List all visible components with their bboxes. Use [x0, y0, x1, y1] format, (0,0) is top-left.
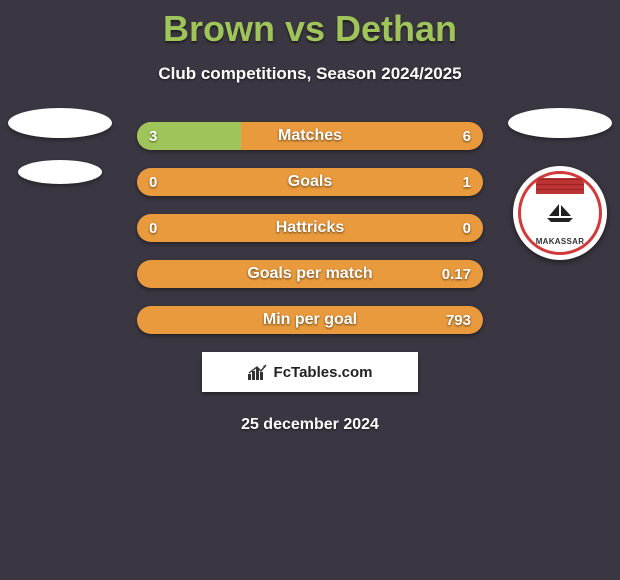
- stat-label: Matches: [137, 122, 483, 150]
- stat-label: Goals per match: [137, 260, 483, 288]
- club-badge-placeholder: [508, 108, 612, 138]
- date: 25 december 2024: [0, 416, 620, 434]
- stat-row: Goals0 1: [137, 168, 483, 196]
- club-badge-placeholder: [8, 108, 112, 138]
- right-badge-column: MAKASSAR: [508, 108, 612, 288]
- stat-label: Hattricks: [137, 214, 483, 242]
- ship-icon: [543, 202, 577, 224]
- badge-text: MAKASSAR: [536, 237, 585, 246]
- brand-text: FcTables.com: [274, 364, 373, 381]
- stat-row: Matches3 6: [137, 122, 483, 150]
- subtitle: Club competitions, Season 2024/2025: [0, 64, 620, 84]
- stat-value-left: 0: [149, 214, 157, 242]
- stat-value-right: 1: [463, 168, 471, 196]
- stat-value-left: 0: [149, 168, 157, 196]
- stat-label: Min per goal: [137, 306, 483, 334]
- stats-area: MAKASSAR Matches36Goals01Hattricks00Goal…: [0, 122, 620, 434]
- stat-value-left: 3: [149, 122, 157, 150]
- chart-icon: [248, 364, 268, 380]
- brand-box: FcTables.com: [202, 352, 418, 392]
- stat-row: Hattricks0 0: [137, 214, 483, 242]
- psm-makassar-badge: MAKASSAR: [513, 166, 607, 260]
- page-title: Brown vs Dethan: [0, 0, 620, 50]
- stat-value-right: 0: [463, 214, 471, 242]
- stat-value-right: 793: [446, 306, 471, 334]
- brick-icon: [536, 178, 584, 194]
- stat-value-right: 6: [463, 122, 471, 150]
- stat-value-right: 0.17: [442, 260, 471, 288]
- stat-label: Goals: [137, 168, 483, 196]
- left-badge-column: [8, 108, 112, 228]
- stat-row: Goals per match0.17: [137, 260, 483, 288]
- stat-row: Min per goal793: [137, 306, 483, 334]
- club-badge-placeholder: [18, 160, 102, 184]
